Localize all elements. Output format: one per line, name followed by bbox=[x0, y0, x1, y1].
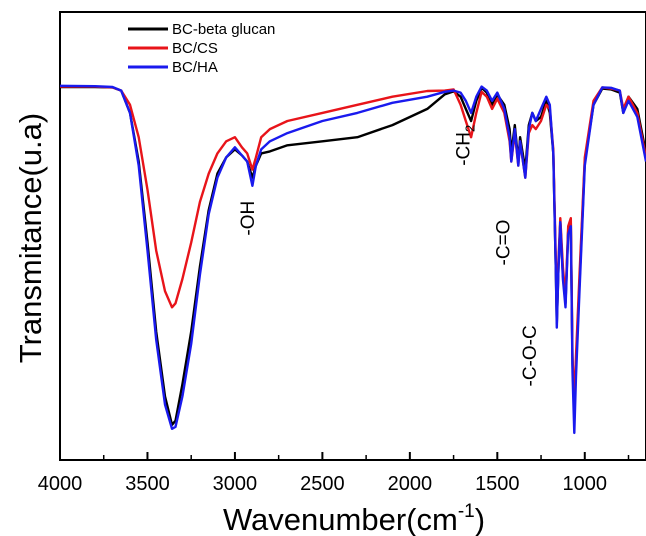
peak-annotations: -OH -CH2 -C=O -C-O-C bbox=[238, 125, 541, 387]
series-line-2 bbox=[59, 84, 646, 435]
x-tick-label: 3000 bbox=[213, 473, 258, 495]
x-tick-label: 3500 bbox=[125, 473, 170, 495]
annotation-text: -OH bbox=[238, 201, 259, 236]
annotation-1: -CH2 bbox=[453, 125, 477, 166]
annotation-text: -CH bbox=[453, 132, 474, 166]
annotation-2: -C=O bbox=[494, 220, 515, 266]
y-axis-title: Transmitance(u.a) bbox=[13, 113, 48, 363]
x-axis-title-close: ) bbox=[475, 502, 485, 536]
legend-label-2: BC/HA bbox=[172, 59, 218, 76]
x-axis-title-superscript: -1 bbox=[458, 501, 475, 522]
x-tick-label: 2500 bbox=[300, 473, 345, 495]
annotation-text: -C=O bbox=[494, 220, 515, 266]
x-tick-label: 4000 bbox=[38, 473, 83, 495]
x-axis-title: Wavenumber(cm-1) bbox=[223, 501, 485, 536]
plot-frame bbox=[59, 11, 646, 461]
x-axis-title-main: Wavenumber(cm bbox=[223, 502, 458, 536]
annotation-0: -OH bbox=[238, 201, 259, 236]
annotation-subscript: 2 bbox=[462, 125, 477, 132]
legend-label-0: BC-beta glucan bbox=[172, 21, 275, 38]
legend-label-1: BC/CS bbox=[172, 40, 218, 57]
annotation-text: -C-O-C bbox=[520, 325, 541, 386]
legend: BC-beta glucan BC/CS BC/HA bbox=[128, 21, 275, 76]
x-tick-label: 1500 bbox=[475, 473, 520, 495]
x-tick-label: 2000 bbox=[388, 473, 433, 495]
x-axis-ticks: 4000 3500 3000 2500 2000 1500 1000 bbox=[38, 452, 630, 495]
annotation-3: -C-O-C bbox=[520, 325, 541, 386]
series-group bbox=[59, 84, 646, 435]
x-tick-label: 1000 bbox=[563, 473, 608, 495]
